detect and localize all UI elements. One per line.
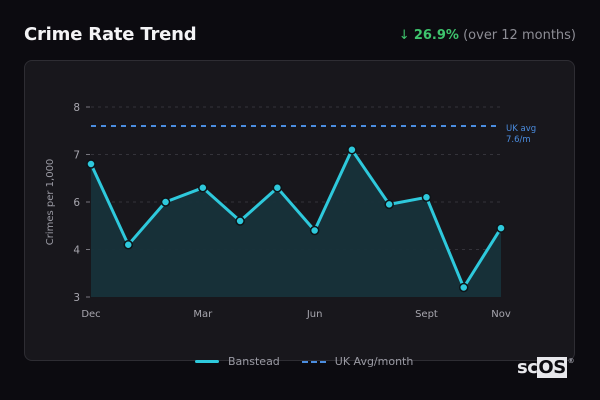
chart-panel <box>24 60 575 361</box>
data-point-mar[interactable] <box>198 183 208 193</box>
y-axis: 8 7 6 4 3 <box>73 102 90 304</box>
y-axis-label: Crimes per 1,000 <box>45 159 56 246</box>
y-tick-label: 3 <box>73 292 80 304</box>
data-point-sep[interactable] <box>421 192 432 202</box>
page-title: Crime Rate Trend <box>24 24 197 45</box>
legend-label-uk-avg: UK Avg/month <box>334 355 414 368</box>
x-tick-label: Nov <box>491 309 511 320</box>
data-point-aug[interactable] <box>384 199 394 210</box>
data-points <box>86 145 506 293</box>
registered-mark-icon: ® <box>567 357 575 365</box>
y-tick-label: 7 <box>73 150 80 162</box>
data-point-nov[interactable] <box>496 223 506 233</box>
data-point-may[interactable] <box>272 183 283 193</box>
change-percent: 26.9% <box>413 28 459 43</box>
legend-item-uk-avg[interactable]: UK Avg/month <box>301 355 414 368</box>
y-tick-label: 6 <box>73 197 80 209</box>
legend-label-banstead: Banstead <box>228 355 280 368</box>
data-point-jun[interactable] <box>309 225 320 236</box>
dashed-line-swatch-icon <box>301 360 326 363</box>
scos-logo: scOS ® <box>517 357 575 378</box>
solid-line-swatch-icon <box>195 360 219 363</box>
logo-text: sc <box>517 357 538 378</box>
x-tick-label: Dec <box>81 309 100 320</box>
logo-boxed-text: OS <box>537 357 567 378</box>
y-tick-label: 8 <box>73 102 80 114</box>
data-point-dec[interactable] <box>86 159 96 169</box>
x-tick-label: Mar <box>193 309 213 320</box>
x-tick-label: Jun <box>306 309 323 320</box>
chart-legend: Banstead UK Avg/month <box>195 355 435 368</box>
x-tick-label: Sept <box>415 309 438 320</box>
uk-avg-annotation: UK avg <box>506 124 536 134</box>
data-point-apr[interactable] <box>235 216 245 226</box>
series-area-banstead <box>91 149 501 297</box>
y-tick-label: 4 <box>73 245 80 257</box>
down-arrow-icon: ↓ <box>398 28 410 43</box>
data-point-feb[interactable] <box>160 197 171 207</box>
change-period: (over 12 months) <box>463 28 576 43</box>
series-line-banstead <box>89 148 503 289</box>
change-summary: ↓ 26.9% (over 12 months) <box>399 28 576 43</box>
data-point-jul[interactable] <box>347 145 357 155</box>
legend-item-banstead[interactable]: Banstead <box>195 355 280 368</box>
data-point-oct[interactable] <box>458 282 469 293</box>
uk-avg-annotation-value: 7.6/m <box>506 135 531 145</box>
x-axis: Dec Mar Jun Sept Nov <box>81 309 511 320</box>
data-point-jan[interactable] <box>123 240 134 250</box>
